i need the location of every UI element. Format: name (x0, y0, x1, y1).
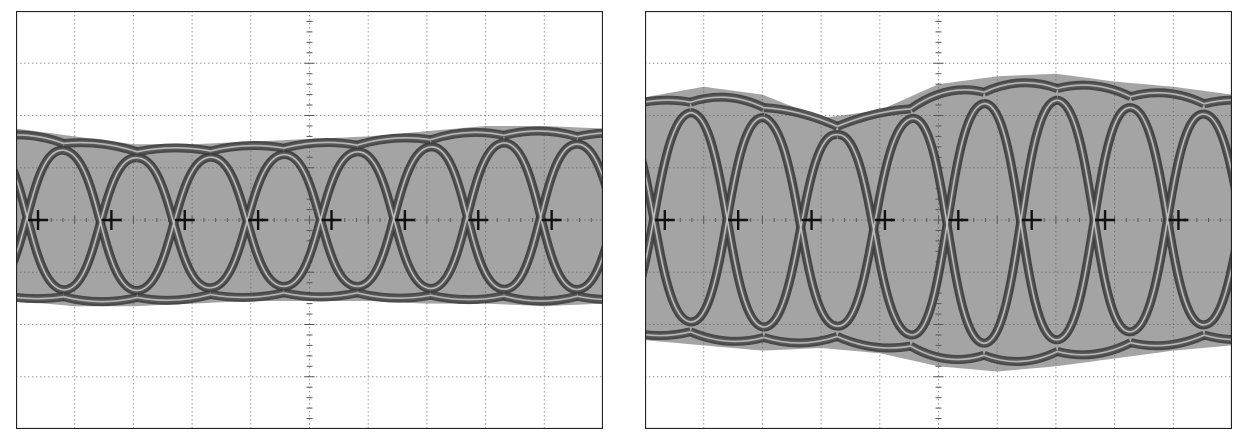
left-trace-falling (63, 157, 138, 291)
left-trace-bottom-rail (16, 295, 64, 300)
right-trace-top-rail (910, 89, 985, 110)
eye-diagram-left-plot (16, 11, 603, 429)
left-traces (16, 126, 603, 307)
left-trace-bottom-rail (430, 294, 505, 301)
right-trace-bottom-rail (763, 335, 838, 344)
left-frame (16, 11, 603, 429)
right-trace-bottom-rail (1130, 334, 1205, 347)
left-trace-falling (283, 151, 358, 288)
left-trace-bottom-rail (283, 292, 358, 298)
left-trace-bottom-rail (63, 295, 138, 303)
left-trace-falling (577, 253, 603, 291)
right-trace-falling (983, 99, 1058, 345)
left-trace-top-rail (503, 130, 578, 138)
left-trace-top-rail (430, 131, 505, 141)
left-eye-markers (28, 210, 562, 230)
left-trace-top-rail (63, 141, 138, 153)
left-trace-falling (430, 142, 505, 290)
right-trace-falling (1130, 113, 1205, 333)
right-trace-rising (1203, 113, 1232, 177)
eye-diagram-right (645, 11, 1232, 429)
right-trace-top-rail (1203, 99, 1232, 105)
right-trace-top-rail (1130, 92, 1205, 105)
left-trace-bottom-rail (503, 295, 578, 302)
right-traces (645, 78, 1232, 367)
left-trace-top-rail (136, 147, 211, 153)
eye-diagram-right-plot (645, 11, 1232, 429)
left-trace-bottom-rail (210, 292, 284, 299)
right-trace-falling (910, 102, 985, 336)
right-trace-top-rail (836, 108, 911, 128)
left-trace-falling (357, 146, 431, 288)
right-trace-bottom-rail (645, 331, 691, 337)
left-trace-top-rail (356, 137, 431, 146)
eye-diagram-left (16, 11, 603, 429)
left-trace-bottom-rail (356, 292, 431, 299)
left-trace-rising (577, 143, 603, 181)
right-trace-top-rail (763, 106, 838, 128)
left-trace-falling (503, 143, 578, 291)
right-frame (645, 11, 1232, 429)
right-trace-bottom-rail (1057, 341, 1132, 356)
right-trace-bottom-rail (910, 345, 985, 361)
left-trace-top-rail (283, 141, 358, 149)
right-trace-top-rail (1057, 84, 1132, 98)
left-trace-falling (16, 149, 64, 257)
left-trace-top-rail (16, 134, 64, 145)
right-trace-bottom-rail (690, 331, 765, 343)
right-trace-top-rail (690, 96, 765, 109)
right-trace-falling (690, 116, 764, 323)
right-trace-bottom-rail (983, 350, 1058, 363)
right-eye-markers (654, 210, 1189, 230)
right-trace-falling (1203, 262, 1232, 326)
right-trace-bottom-rail (1203, 334, 1232, 341)
right-trace-top-rail (983, 81, 1058, 93)
right-trace-bottom-rail (836, 335, 911, 349)
right-trace-falling (763, 133, 838, 328)
left-trace-bottom-rail (136, 293, 211, 302)
right-trace-falling (1057, 106, 1131, 341)
left-trace-top-rail (210, 144, 284, 152)
left-trace-top-rail (577, 132, 603, 138)
right-trace-falling (645, 111, 691, 267)
right-trace-falling (837, 118, 911, 327)
right-trace-top-rail (645, 99, 691, 103)
left-trace-falling (136, 156, 211, 292)
left-trace-bottom-rail (577, 295, 603, 301)
left-trace-falling (210, 153, 284, 289)
